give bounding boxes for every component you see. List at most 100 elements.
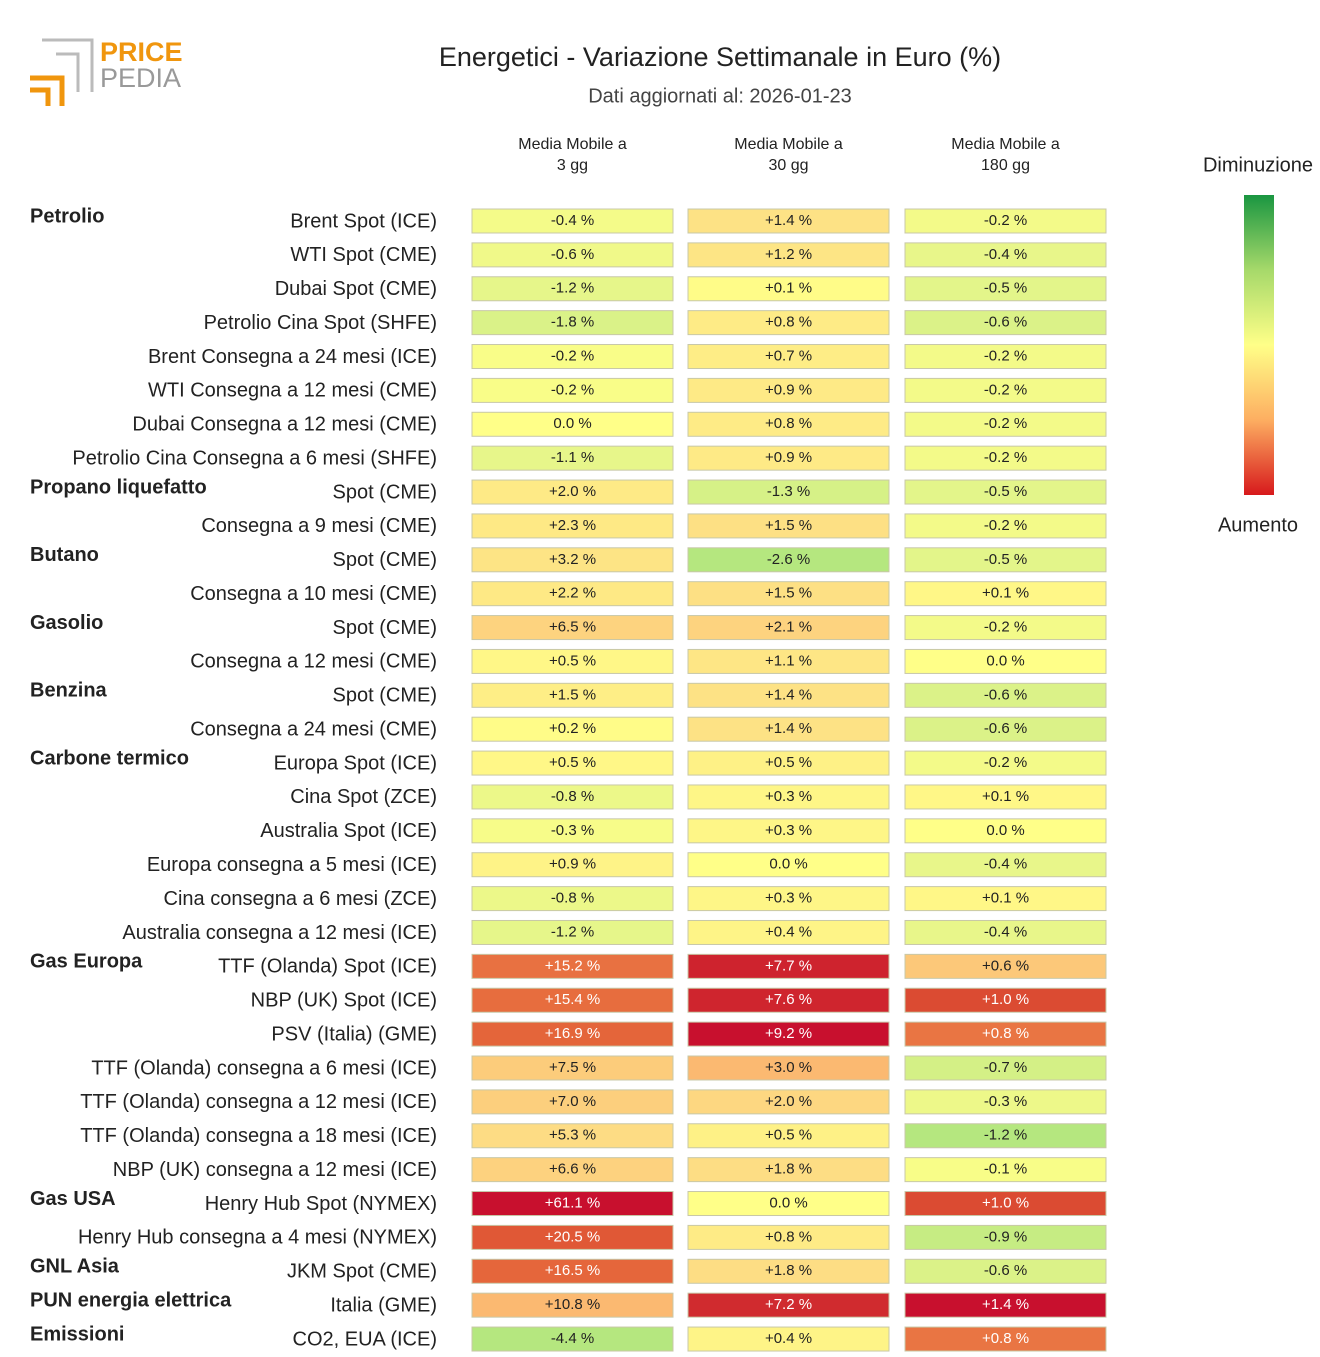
row-label: Europa consegna a 5 mesi (ICE) bbox=[147, 854, 437, 876]
column-header: 180 gg bbox=[981, 157, 1030, 174]
column-header: 3 gg bbox=[557, 157, 588, 174]
heatmap-cell bbox=[687, 1021, 890, 1047]
heatmap-cell bbox=[687, 953, 890, 979]
cell-label: -0.6 % bbox=[984, 720, 1027, 737]
row-label: TTF (Olanda) consegna a 18 mesi (ICE) bbox=[80, 1125, 437, 1147]
cell-label: +15.2 % bbox=[545, 957, 600, 974]
cell-label: +1.4 % bbox=[765, 720, 812, 737]
heatmap-cell bbox=[904, 953, 1107, 979]
cell-label: +0.8 % bbox=[765, 314, 812, 331]
cell-label: +7.0 % bbox=[549, 1093, 596, 1110]
heatmap-cell bbox=[471, 953, 674, 979]
row-label: TTF (Olanda) Spot (ICE) bbox=[218, 956, 437, 978]
heatmap-cell bbox=[471, 682, 674, 708]
heatmap-cell bbox=[687, 1224, 890, 1250]
heatmap-cell bbox=[471, 1191, 674, 1217]
heatmap-cell bbox=[471, 987, 674, 1013]
cell-label: -0.9 % bbox=[984, 1228, 1027, 1245]
row-label: Petrolio Cina Consegna a 6 mesi (SHFE) bbox=[72, 447, 437, 469]
cell-label: +1.5 % bbox=[765, 517, 812, 534]
cell-label: +0.3 % bbox=[765, 890, 812, 907]
heatmap-cell bbox=[471, 276, 674, 302]
cell-label: +6.5 % bbox=[549, 619, 596, 636]
heatmap-cell bbox=[904, 852, 1107, 878]
cell-label: +1.0 % bbox=[982, 991, 1029, 1008]
cell-label: -0.2 % bbox=[984, 347, 1027, 364]
cell-label: -0.2 % bbox=[551, 381, 594, 398]
row-label: Dubai Spot (CME) bbox=[275, 278, 437, 300]
row-label: Australia consegna a 12 mesi (ICE) bbox=[122, 922, 437, 944]
cell-label: +0.8 % bbox=[765, 415, 812, 432]
cell-label: -0.8 % bbox=[551, 890, 594, 907]
heatmap-cell bbox=[904, 208, 1107, 234]
cell-label: +0.1 % bbox=[765, 280, 812, 297]
row-label: Cina consegna a 6 mesi (ZCE) bbox=[164, 888, 437, 910]
group-label: Gas USA bbox=[30, 1188, 116, 1210]
heatmap-cell bbox=[904, 1326, 1107, 1352]
heatmap-cell bbox=[471, 377, 674, 403]
cell-label: -1.2 % bbox=[551, 280, 594, 297]
row-label: Cina Spot (ZCE) bbox=[290, 786, 437, 808]
row-label: Consegna a 24 mesi (CME) bbox=[190, 718, 437, 740]
heatmap-cell bbox=[904, 547, 1107, 573]
heatmap-cell bbox=[904, 445, 1107, 471]
cell-label: +0.7 % bbox=[765, 347, 812, 364]
heatmap-cell bbox=[687, 818, 890, 844]
group-label: GNL Asia bbox=[30, 1256, 120, 1278]
cell-label: +1.0 % bbox=[982, 1194, 1029, 1211]
heatmap-cell bbox=[471, 1292, 674, 1318]
heatmap-cell bbox=[687, 716, 890, 742]
cell-label: +0.8 % bbox=[982, 1330, 1029, 1347]
cell-label: -0.4 % bbox=[984, 246, 1027, 263]
cell-label: +1.4 % bbox=[765, 212, 812, 229]
heatmap-cell bbox=[471, 818, 674, 844]
cell-label: -1.8 % bbox=[551, 314, 594, 331]
heatmap-cell bbox=[471, 344, 674, 370]
heatmap-cell bbox=[687, 1326, 890, 1352]
heatmap-cell bbox=[471, 310, 674, 336]
logo: PRICE PEDIA bbox=[30, 37, 183, 106]
cell-label: +0.5 % bbox=[765, 754, 812, 771]
logo-text: PEDIA bbox=[100, 63, 181, 93]
heatmap-cell bbox=[687, 310, 890, 336]
cell-label: -0.8 % bbox=[551, 788, 594, 805]
cell-label: -0.2 % bbox=[984, 381, 1027, 398]
row-label: Henry Hub Spot (NYMEX) bbox=[205, 1193, 437, 1215]
heatmap-cell bbox=[471, 1021, 674, 1047]
cell-label: -0.1 % bbox=[984, 1161, 1027, 1178]
cell-label: -1.1 % bbox=[551, 449, 594, 466]
heatmap-cell bbox=[904, 1292, 1107, 1318]
cell-label: +2.3 % bbox=[549, 517, 596, 534]
legend-colorbar bbox=[1244, 195, 1274, 495]
heatmap-cell bbox=[904, 716, 1107, 742]
cell-label: +1.5 % bbox=[765, 585, 812, 602]
cell-label: +0.9 % bbox=[765, 381, 812, 398]
cell-label: +0.9 % bbox=[549, 856, 596, 873]
cell-label: -0.3 % bbox=[551, 822, 594, 839]
heatmap-cell bbox=[904, 276, 1107, 302]
heatmap-cell bbox=[471, 479, 674, 505]
row-label: Dubai Consegna a 12 mesi (CME) bbox=[132, 414, 437, 436]
cell-label: 0.0 % bbox=[553, 415, 591, 432]
heatmap-cell bbox=[904, 1123, 1107, 1149]
group-label: Carbone termico bbox=[30, 747, 189, 769]
cell-label: +0.6 % bbox=[982, 957, 1029, 974]
row-label: Spot (CME) bbox=[333, 685, 437, 707]
group-label: Propano liquefatto bbox=[30, 476, 207, 498]
cell-label: +16.9 % bbox=[545, 1025, 600, 1042]
heatmap-cell bbox=[904, 750, 1107, 776]
row-label: Brent Consegna a 24 mesi (ICE) bbox=[148, 346, 437, 368]
heatmap-cell bbox=[471, 919, 674, 945]
heatmap-cell bbox=[687, 987, 890, 1013]
cell-label: +7.7 % bbox=[765, 957, 812, 974]
cell-label: -0.5 % bbox=[984, 483, 1027, 500]
row-label: WTI Consegna a 12 mesi (CME) bbox=[148, 380, 437, 402]
cell-label: +7.5 % bbox=[549, 1059, 596, 1076]
cell-label: +0.1 % bbox=[982, 585, 1029, 602]
heatmap-cell bbox=[471, 716, 674, 742]
heatmap-cell bbox=[471, 242, 674, 268]
heatmap-cell bbox=[904, 886, 1107, 912]
heatmap-cell bbox=[904, 513, 1107, 539]
row-label: NBP (UK) consegna a 12 mesi (ICE) bbox=[113, 1159, 437, 1181]
